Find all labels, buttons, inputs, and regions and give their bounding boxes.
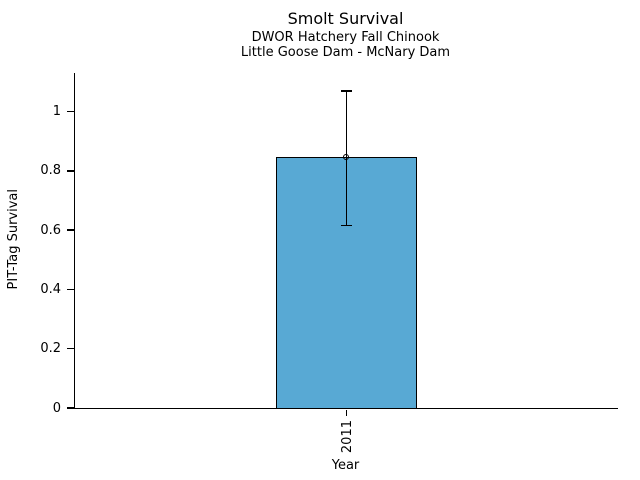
x-tick — [345, 409, 348, 416]
y-tick — [66, 347, 74, 350]
chart-subtitle-line2: Little Goose Dam - McNary Dam — [240, 45, 451, 60]
y-tick-label: 0 — [52, 400, 61, 416]
x-tick-label: 2011 — [339, 420, 355, 454]
data-point-marker — [343, 153, 349, 160]
y-tick — [66, 288, 74, 291]
y-tick-label: 0.4 — [40, 281, 61, 297]
y-axis-label: PIT-Tag Survival — [6, 189, 21, 290]
y-tick — [66, 170, 74, 172]
y-tick-label: 0.8 — [40, 163, 61, 179]
chart-header: Smolt Survival DWOR Hatchery Fall Chinoo… — [74, 8, 617, 60]
error-bar-cap-top — [341, 90, 352, 92]
y-tick-label: 1 — [52, 104, 61, 120]
chart-subtitle-line1: DWOR Hatchery Fall Chinook — [251, 30, 440, 45]
chart-title: Smolt Survival — [287, 9, 404, 28]
error-bar-cap-bottom — [341, 224, 352, 227]
y-tick-label: 0.6 — [40, 222, 61, 238]
y-tick — [66, 407, 74, 409]
y-tick-label: 0.2 — [40, 341, 61, 357]
x-axis-label: Year — [331, 458, 360, 473]
plot-area: 2011 0 0.2 0.4 0.6 0.8 1 — [40, 73, 618, 453]
y-tick — [66, 229, 74, 231]
y-tick — [66, 110, 74, 113]
